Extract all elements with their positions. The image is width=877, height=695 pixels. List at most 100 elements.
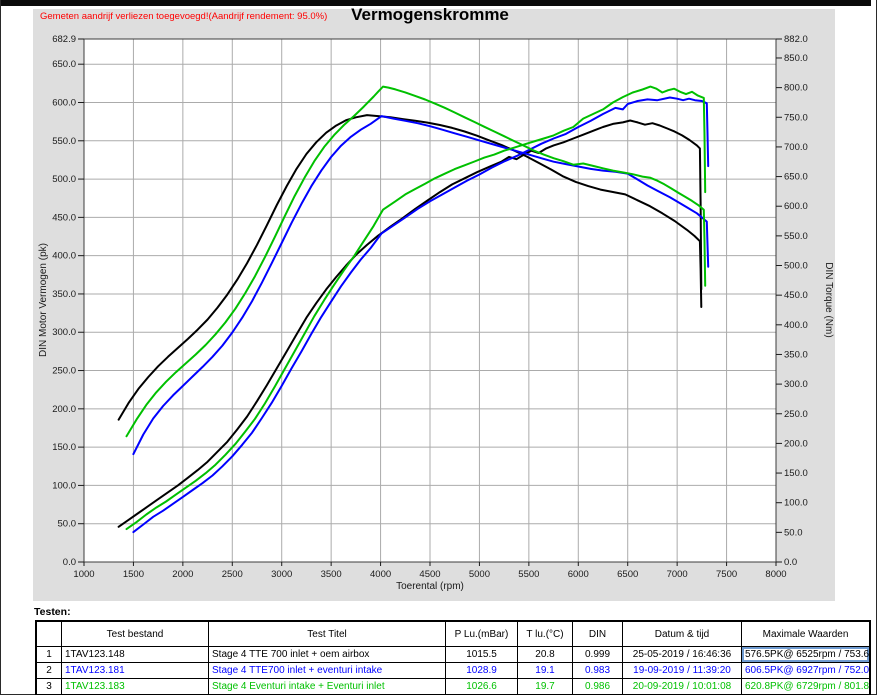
x-tick-label: 2000 <box>172 569 193 580</box>
test-file: 1TAV123.181 <box>61 662 209 679</box>
x-tick-label: 3000 <box>271 569 292 580</box>
right-tick-label: 800.0 <box>784 83 808 94</box>
right-tick-label: 600.0 <box>784 201 808 212</box>
table-caption: Testen: <box>34 606 71 618</box>
row-number: 2 <box>35 662 62 679</box>
left-tick-label: 100.0 <box>52 480 76 491</box>
test-row-1[interactable]: 1 1TAV123.148 Stage 4 TTE 700 inlet + oem … <box>35 646 871 663</box>
x-tick-label: 1500 <box>123 569 144 580</box>
left-tick-label: 200.0 <box>52 404 76 415</box>
din-factor: 0.983 <box>572 662 623 679</box>
right-tick-label: 700.0 <box>784 142 808 153</box>
curve-test2-power <box>132 96 710 534</box>
pressure-value: 1015.5 <box>445 646 518 663</box>
tests-table: Test bestand Test Titel P Lu.(mBar) T lu.(°… <box>35 620 871 695</box>
curve-test3-power <box>125 85 707 531</box>
chart-title: Vermogenskromme <box>351 5 509 24</box>
pressure-value: 1028.9 <box>445 662 518 679</box>
row-number: 3 <box>35 678 62 695</box>
test-title: Stage 4 Eventuri intake + Eventuri inlet <box>208 678 446 695</box>
x-tick-label: 4500 <box>419 569 440 580</box>
x-tick-label: 8000 <box>765 569 786 580</box>
top-border-bar <box>0 0 871 6</box>
test-file: 1TAV123.183 <box>61 678 209 695</box>
right-tick-label: 450.0 <box>784 290 808 301</box>
left-tick-label: 50.0 <box>58 519 77 530</box>
test-row-3[interactable]: 3 1TAV123.183 Stage 4 Eventuri intake + Ev… <box>35 678 871 695</box>
x-tick-label: 5000 <box>469 569 490 580</box>
right-tick-label: 300.0 <box>784 379 808 390</box>
test-file: 1TAV123.148 <box>61 646 209 663</box>
col-header-datum-tijd: Datum & tijd <box>622 620 742 647</box>
x-axis-title: Toerental (rpm) <box>396 581 464 592</box>
date-time: 25-05-2019 / 16:46:36 <box>622 646 742 663</box>
right-tick-label: 400.0 <box>784 320 808 331</box>
max-values[interactable]: 606.5PK@ 6927rpm / 752.0Nm@ 4010rpm <box>741 662 871 679</box>
x-tick-label: 7000 <box>667 569 688 580</box>
right-tick-label: 200.0 <box>784 438 808 449</box>
col-header-t-lu-c-: T lu.(°C) <box>517 620 573 647</box>
right-tick-label: 550.0 <box>784 231 808 242</box>
curve-test2-torque <box>132 115 710 456</box>
col-header-maximale-waarden: Maximale Waarden <box>741 620 871 647</box>
right-tick-label: 100.0 <box>784 498 808 509</box>
right-tick-label: 250.0 <box>784 409 808 420</box>
left-border-line <box>0 0 1 695</box>
table-header-row: Test bestand Test Titel P Lu.(mBar) T lu.(°… <box>35 620 871 647</box>
curve-test3-torque <box>125 85 707 438</box>
col-header-test-titel: Test Titel <box>208 620 446 647</box>
left-tick-label: 400.0 <box>52 251 76 262</box>
right-tick-label: 650.0 <box>784 172 808 183</box>
right-tick-label: 882.0 <box>784 34 808 45</box>
y-right-axis-title: DIN Torque (Nm) <box>823 262 834 337</box>
right-tick-label: 850.0 <box>784 53 808 64</box>
date-time: 20-09-2019 / 10:01:08 <box>622 678 742 695</box>
left-tick-label: 600.0 <box>52 97 76 108</box>
temperature-value: 19.7 <box>517 678 573 695</box>
left-tick-label: 500.0 <box>52 174 76 185</box>
test-row-2[interactable]: 2 1TAV123.181 Stage 4 TTE700 inlet + event… <box>35 662 871 679</box>
x-tick-label: 2500 <box>222 569 243 580</box>
test-title: Stage 4 TTE700 inlet + eventuri intake <box>208 662 446 679</box>
right-tick-label: 0.0 <box>784 557 797 568</box>
right-tick-label: 350.0 <box>784 349 808 360</box>
driveline-loss-note: Gemeten aandrijf verliezen toegevoegd!(A… <box>40 11 328 22</box>
left-tick-label: 650.0 <box>52 59 76 70</box>
left-tick-label: 682.9 <box>52 34 76 45</box>
test-title: Stage 4 TTE 700 inlet + oem airbox <box>208 646 446 663</box>
max-values[interactable]: 576.5PK@ 6525rpm / 753.6Nm@ 3863rpm <box>741 646 871 663</box>
col-header-p-lu-mbar-: P Lu.(mBar) <box>445 620 518 647</box>
left-tick-label: 550.0 <box>52 136 76 147</box>
row-number: 1 <box>35 646 62 663</box>
pressure-value: 1026.6 <box>445 678 518 695</box>
right-tick-label: 150.0 <box>784 468 808 479</box>
right-tick-label: 500.0 <box>784 261 808 272</box>
left-tick-label: 250.0 <box>52 366 76 377</box>
temperature-value: 19.1 <box>517 662 573 679</box>
left-tick-label: 0.0 <box>63 557 76 568</box>
right-tick-label: 750.0 <box>784 112 808 123</box>
left-tick-label: 450.0 <box>52 212 76 223</box>
date-time: 19-09-2019 / 11:39:20 <box>622 662 742 679</box>
left-tick-label: 300.0 <box>52 327 76 338</box>
right-tick-label: 50.0 <box>784 527 803 538</box>
din-factor: 0.999 <box>572 646 623 663</box>
x-tick-label: 7500 <box>716 569 737 580</box>
x-tick-label: 6000 <box>568 569 589 580</box>
col-header-test-bestand: Test bestand <box>61 620 209 647</box>
temperature-value: 20.8 <box>517 646 573 663</box>
din-factor: 0.986 <box>572 678 623 695</box>
left-tick-label: 350.0 <box>52 289 76 300</box>
x-tick-label: 4000 <box>370 569 391 580</box>
x-tick-label: 3500 <box>321 569 342 580</box>
col-header-din: DIN <box>572 620 623 647</box>
x-tick-label: 5500 <box>518 569 539 580</box>
max-values[interactable]: 620.8PK@ 6729rpm / 801.8Nm@ 4025rpm <box>741 678 871 695</box>
curve-test1-power <box>117 119 703 528</box>
x-tick-label: 6500 <box>617 569 638 580</box>
col-header-row-number <box>35 620 62 647</box>
y-left-axis-title: DIN Motor Vermogen (pk) <box>38 243 49 357</box>
left-tick-label: 150.0 <box>52 442 76 453</box>
